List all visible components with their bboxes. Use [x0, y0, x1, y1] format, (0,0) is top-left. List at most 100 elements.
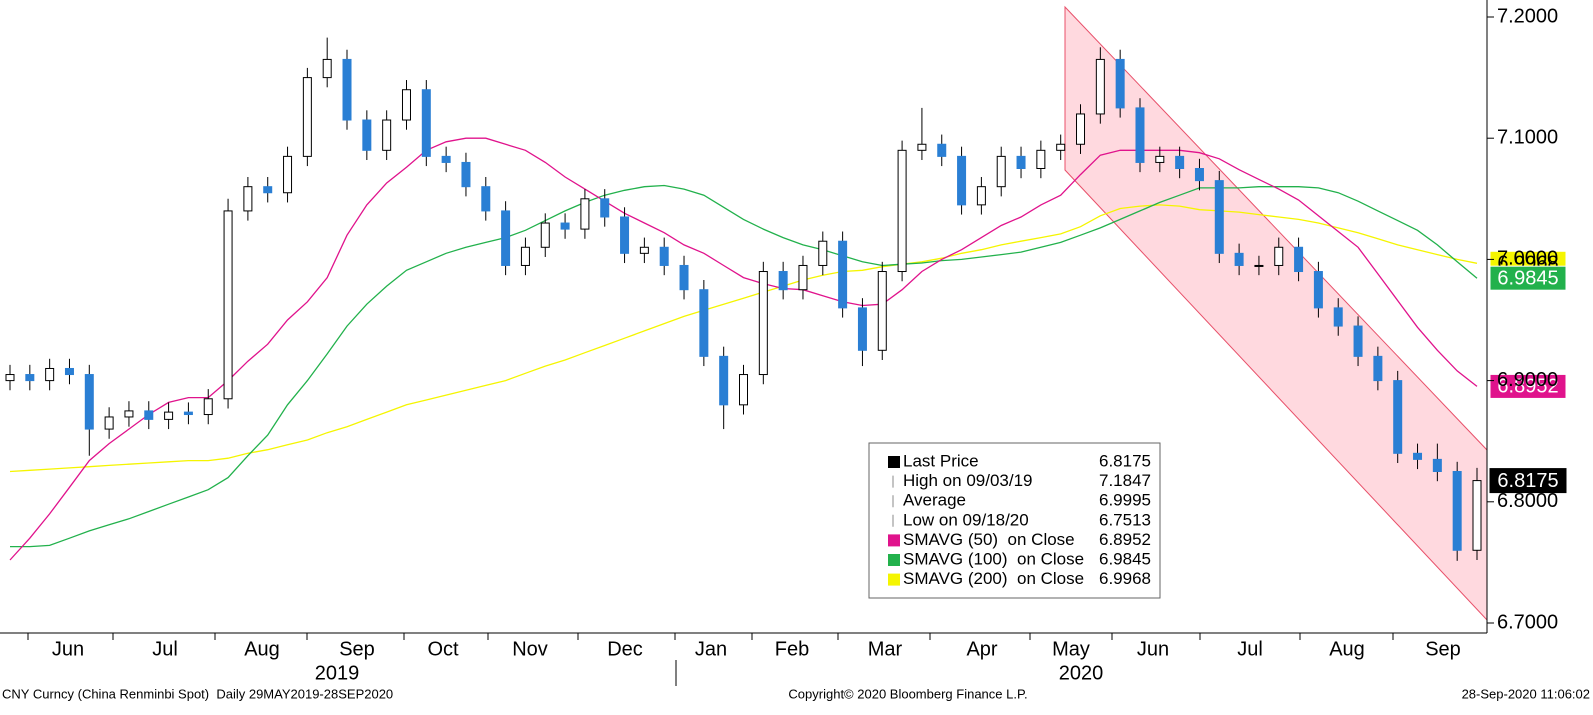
candle-body [1076, 113, 1086, 145]
value-tag [1489, 265, 1567, 291]
candle-body [798, 264, 808, 291]
candle-body [520, 246, 530, 266]
value-tag-label: 6.9845 [1497, 267, 1558, 289]
legend-label: Low on 09/18/20 [903, 510, 1029, 529]
candle-body [1432, 458, 1442, 473]
candle-body [1452, 471, 1462, 551]
candle-body [1294, 246, 1304, 273]
sma-line [9, 137, 1478, 561]
candle-body [1393, 380, 1403, 454]
candle-body [401, 89, 411, 121]
x-tick-label: Feb [775, 638, 809, 660]
candle-body [937, 143, 947, 157]
candle-body [739, 374, 748, 406]
candle-body [481, 186, 491, 212]
legend-box [868, 442, 1161, 599]
candle-body [1373, 355, 1383, 382]
sma-line [9, 204, 1478, 473]
candle-body [243, 186, 253, 212]
y-tick-label: 7.1000 [1497, 126, 1558, 148]
candle-body [1274, 246, 1284, 266]
candle-body [5, 374, 15, 382]
candle-body [719, 355, 729, 406]
legend-value: 7.1847 [1099, 471, 1151, 490]
candle-body [1234, 252, 1244, 266]
candle-body [1194, 168, 1204, 182]
candle-body [877, 271, 887, 351]
candle-body [183, 411, 193, 416]
candle-body [1313, 271, 1323, 309]
candle-body [659, 246, 669, 266]
candle-body [897, 149, 907, 273]
candle-body [1155, 155, 1165, 163]
candle-body [203, 398, 213, 416]
legend-swatch [888, 554, 900, 566]
candle-body [580, 198, 590, 230]
legend-value: 6.9845 [1099, 549, 1151, 568]
x-tick-label: May [1052, 638, 1090, 660]
candle-body [25, 374, 35, 382]
legend-label: Last Price [903, 451, 979, 470]
candle-body [699, 289, 709, 357]
legend-label: High on 09/03/19 [903, 471, 1033, 490]
candle-body [1254, 264, 1264, 267]
legend-label: SMAVG (200) on Close [903, 569, 1084, 588]
legend-value: 6.9995 [1099, 491, 1151, 510]
legend-swatch [888, 573, 900, 586]
x-tick-label: Sep [339, 638, 375, 660]
candle-body [1175, 155, 1185, 170]
candle-body [540, 222, 550, 248]
y-tick-label: 6.7000 [1497, 611, 1558, 633]
candle-body [144, 410, 154, 420]
candle-body [104, 416, 114, 430]
candle-body [620, 216, 630, 254]
candle-body [838, 240, 848, 309]
x-tick-label: Jan [695, 638, 727, 660]
candle-body [441, 155, 451, 163]
candle-body [362, 119, 372, 151]
candle-body [461, 161, 471, 188]
candle-body [1472, 480, 1482, 551]
candle-body [818, 240, 828, 266]
candle-body [64, 367, 74, 376]
x-tick-label: Oct [427, 638, 459, 660]
legend-value: 6.9968 [1099, 569, 1151, 588]
year-label: 2019 [315, 662, 360, 684]
x-tick-label: Nov [512, 638, 548, 660]
footer-right: 28-Sep-2020 11:06:02 [1462, 686, 1590, 701]
candle-body [342, 58, 352, 121]
value-tag [1489, 468, 1567, 494]
footer-center: Copyright© 2020 Bloomberg Finance L.P. [788, 686, 1027, 701]
legend-value: 6.7513 [1099, 510, 1151, 529]
candle-body [421, 89, 431, 157]
candle-body [1056, 143, 1066, 151]
candle-body [639, 246, 649, 254]
x-tick-label: Jun [1137, 638, 1169, 660]
candle-body [501, 210, 511, 266]
candle-body [1413, 452, 1423, 460]
x-tick-label: Dec [607, 638, 643, 660]
footer-left: CNY Curncy (China Renminbi Spot) Daily 2… [2, 686, 393, 701]
x-tick-label: Aug [244, 638, 280, 660]
candle-body [996, 155, 1006, 188]
year-label: 2020 [1059, 662, 1104, 684]
x-tick-label: Sep [1425, 638, 1461, 660]
x-tick-label: Jul [1237, 638, 1263, 660]
x-tick-label: Jun [52, 638, 84, 660]
value-tag-label: 6.8952 [1497, 376, 1558, 398]
legend-value: 6.8175 [1099, 451, 1151, 470]
candle-body [560, 222, 570, 230]
legend-label: Average [903, 491, 966, 510]
candle-body [600, 198, 610, 218]
value-tag [1489, 373, 1567, 399]
y-tick-label: 7.0000 [1497, 248, 1558, 270]
candle-body [1016, 155, 1026, 170]
legend-label: SMAVG (100) on Close [903, 549, 1084, 568]
candle-body [778, 271, 788, 291]
candle-body [263, 186, 273, 194]
candle-body [45, 367, 55, 382]
candle-body [283, 155, 293, 194]
candle-body [382, 119, 392, 151]
candle-body [164, 411, 174, 420]
